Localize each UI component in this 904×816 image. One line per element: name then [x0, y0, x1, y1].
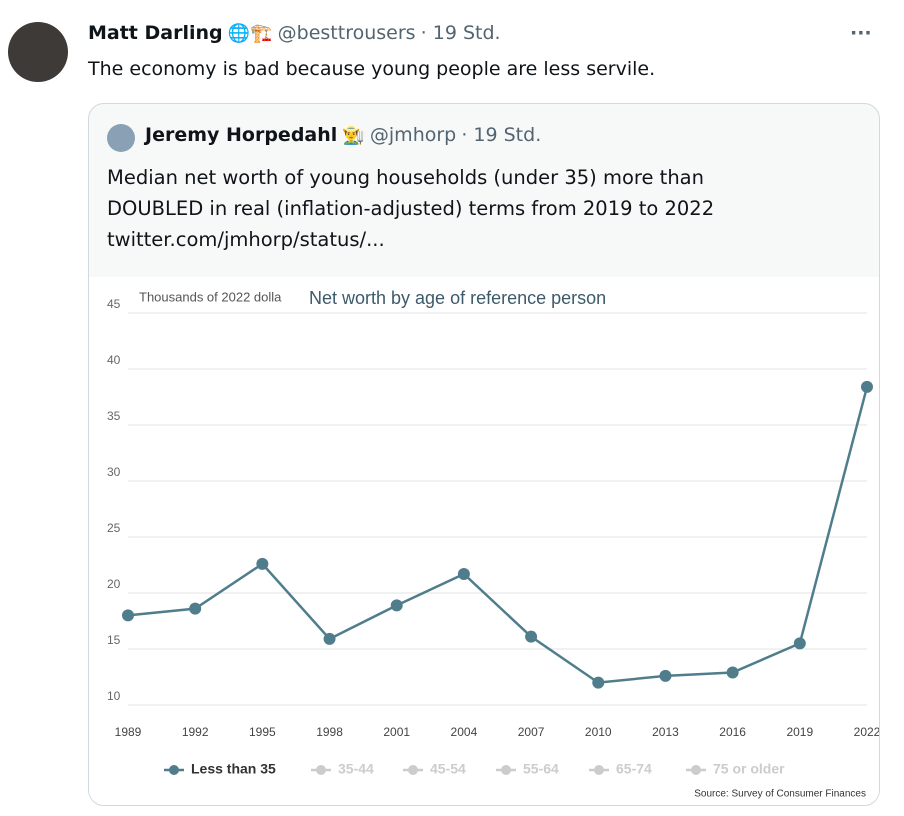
data-point[interactable]	[323, 632, 336, 645]
legend-label[interactable]: 75 or older	[713, 761, 785, 777]
author-emoji: 🌐🏗️	[227, 23, 273, 44]
x-tick-label: 2016	[719, 725, 746, 739]
quoted-author-handle: @jmhorp	[369, 124, 457, 146]
y-tick-label: 45	[107, 297, 121, 311]
chart-source: Source: Survey of Consumer Finances	[694, 789, 866, 800]
quoted-author-name[interactable]: Jeremy Horpedahl	[145, 124, 338, 146]
quoted-line: Median net worth of young households (un…	[107, 166, 704, 189]
legend-label[interactable]: Less than 35	[191, 761, 276, 777]
data-point[interactable]	[256, 557, 269, 570]
quoted-tweet[interactable]: Jeremy Horpedahl 👨‍🌾 @jmhorp · 19 Std. M…	[88, 103, 880, 806]
data-point[interactable]	[659, 669, 672, 682]
tweet-header: Matt Darling 🌐🏗️ @besttrousers · 19 Std.	[88, 22, 501, 44]
tweet-text: The economy is bad because young people …	[88, 58, 656, 80]
legend-label[interactable]: 45-54	[430, 761, 466, 777]
data-point[interactable]	[457, 567, 470, 580]
avatar[interactable]	[8, 22, 68, 82]
legend-label[interactable]: 35-44	[338, 761, 374, 777]
menu-button[interactable]: ···	[850, 22, 872, 44]
x-tick-label: 2007	[518, 725, 545, 739]
legend-marker	[691, 765, 701, 775]
y-tick-label: 30	[107, 465, 121, 479]
data-point[interactable]	[390, 599, 403, 612]
x-tick-label: 2013	[652, 725, 679, 739]
legend-marker	[316, 765, 326, 775]
quoted-line: DOUBLED in real (inflation-adjusted) ter…	[107, 197, 715, 220]
chart: Net worth by age of reference person Tho…	[89, 277, 879, 805]
chart-subtitle: Thousands of 2022 dolla	[139, 289, 282, 304]
quoted-author-emoji: 👨‍🌾	[342, 125, 365, 146]
legend-label[interactable]: 65-74	[616, 761, 652, 777]
quoted-header: Jeremy Horpedahl 👨‍🌾 @jmhorp · 19 Std.	[145, 124, 541, 146]
tweet-time[interactable]: · 19 Std.	[420, 22, 501, 44]
legend-marker	[594, 765, 604, 775]
quoted-line: twitter.com/jmhorp/status/...	[107, 228, 385, 251]
x-tick-label: 2010	[585, 725, 612, 739]
quoted-time: · 19 Std.	[461, 124, 542, 146]
y-tick-label: 25	[107, 521, 121, 535]
y-tick-label: 20	[107, 577, 121, 591]
x-tick-label: 1995	[249, 725, 276, 739]
data-point[interactable]	[189, 602, 202, 615]
x-tick-label: 1992	[182, 725, 209, 739]
legend-marker	[501, 765, 511, 775]
data-point[interactable]	[525, 630, 538, 643]
author-name[interactable]: Matt Darling	[88, 22, 223, 44]
x-tick-label: 1998	[316, 725, 343, 739]
y-tick-label: 10	[107, 689, 121, 703]
series-line	[127, 386, 869, 684]
x-tick-label: 2001	[383, 725, 410, 739]
data-point[interactable]	[592, 676, 605, 689]
legend-marker	[408, 765, 418, 775]
data-point[interactable]	[726, 666, 739, 679]
quoted-avatar	[107, 124, 135, 152]
x-tick-label: 1989	[115, 725, 142, 739]
legend-marker	[169, 765, 179, 775]
x-tick-label: 2019	[786, 725, 813, 739]
data-point[interactable]	[793, 637, 806, 650]
x-tick-label: 2022	[854, 725, 879, 739]
quoted-text: Median net worth of young households (un…	[107, 162, 714, 255]
author-handle[interactable]: @besttrousers	[277, 22, 416, 44]
legend-label[interactable]: 55-64	[523, 761, 559, 777]
y-tick-label: 40	[107, 353, 121, 367]
y-tick-label: 35	[107, 409, 121, 423]
y-tick-label: 15	[107, 633, 121, 647]
data-point[interactable]	[122, 609, 134, 622]
data-point[interactable]	[861, 380, 873, 393]
x-tick-label: 2004	[451, 725, 478, 739]
chart-title: Net worth by age of reference person	[309, 288, 606, 308]
